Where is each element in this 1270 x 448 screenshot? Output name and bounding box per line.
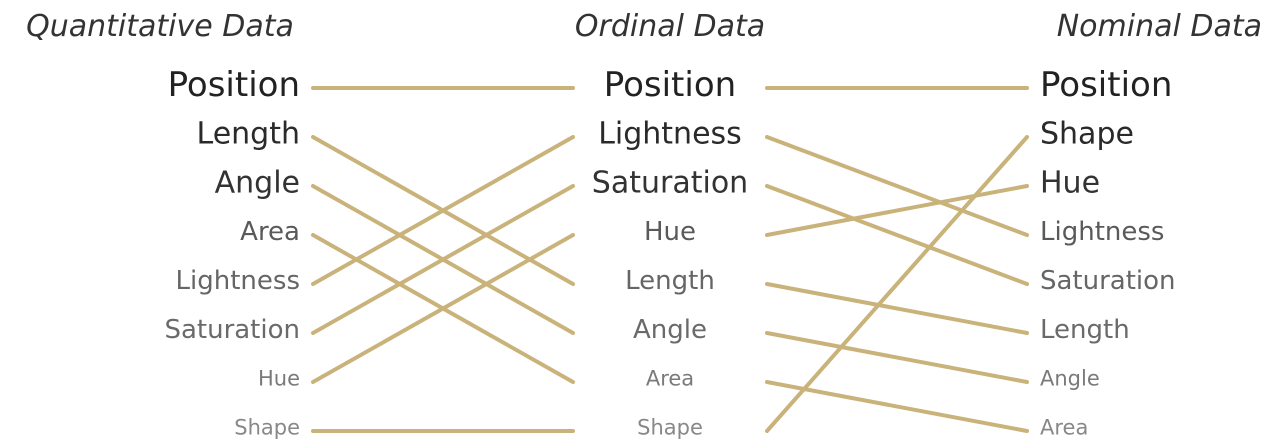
connector-saturation-quantitative-to-ordinal xyxy=(311,184,575,335)
connector-hue-ordinal-to-nominal xyxy=(765,184,1029,237)
ordinal-item-area: Area xyxy=(646,366,694,390)
ordinal-item-position: Position xyxy=(604,65,736,105)
connector-saturation-ordinal-to-nominal xyxy=(765,184,1029,286)
quantitative-item-position: Position xyxy=(168,65,300,105)
nominal-item-angle: Angle xyxy=(1040,366,1100,390)
connector-lightness-ordinal-to-nominal xyxy=(765,135,1029,237)
ordinal-item-lightness: Lightness xyxy=(598,117,742,152)
quantitative-item-length: Length xyxy=(197,117,300,152)
connector-area-ordinal-to-nominal xyxy=(765,380,1029,433)
quantitative-item-shape: Shape xyxy=(234,415,300,439)
connectors xyxy=(311,86,1029,433)
nominal-column-title: Nominal Data xyxy=(1057,9,1262,44)
quantitative-item-hue: Hue xyxy=(258,366,300,390)
ordinal-item-angle: Angle xyxy=(633,315,707,345)
quantitative-item-angle: Angle xyxy=(215,166,300,201)
nominal-column: Position Shape Hue Lightness Saturation Lengt… xyxy=(1040,65,1176,439)
ordinal-item-saturation: Saturation xyxy=(592,166,748,201)
ordinal-column: Position Lightness Saturation Hue Length Angl… xyxy=(592,65,748,439)
nominal-item-hue: Hue xyxy=(1040,166,1100,201)
nominal-item-lightness: Lightness xyxy=(1040,217,1164,247)
nominal-item-shape: Shape xyxy=(1040,117,1134,152)
ordinal-item-hue: Hue xyxy=(644,217,696,247)
ordinal-item-shape: Shape xyxy=(637,415,703,439)
connector-lightness-quantitative-to-ordinal xyxy=(311,135,575,286)
quantitative-column: Position Length Angle Area Lightness Saturati… xyxy=(164,65,300,439)
connector-length-ordinal-to-nominal xyxy=(765,282,1029,335)
nominal-item-area: Area xyxy=(1040,415,1088,439)
quantitative-item-area: Area xyxy=(240,217,300,247)
quantitative-item-saturation: Saturation xyxy=(164,315,300,345)
connector-shape-ordinal-to-nominal xyxy=(765,135,1029,433)
nominal-item-position: Position xyxy=(1040,65,1172,105)
nominal-item-saturation: Saturation xyxy=(1040,266,1176,296)
nominal-item-length: Length xyxy=(1040,315,1130,345)
quantitative-item-lightness: Lightness xyxy=(176,266,300,296)
quantitative-column-title: Quantitative Data xyxy=(26,9,294,44)
connector-angle-ordinal-to-nominal xyxy=(765,331,1029,384)
ordinal-item-length: Length xyxy=(625,266,715,296)
connector-hue-quantitative-to-ordinal xyxy=(311,233,575,384)
ordinal-column-title: Ordinal Data xyxy=(575,9,765,44)
